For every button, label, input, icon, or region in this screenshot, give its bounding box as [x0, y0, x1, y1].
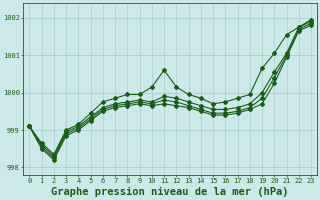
X-axis label: Graphe pression niveau de la mer (hPa): Graphe pression niveau de la mer (hPa)	[52, 187, 289, 197]
